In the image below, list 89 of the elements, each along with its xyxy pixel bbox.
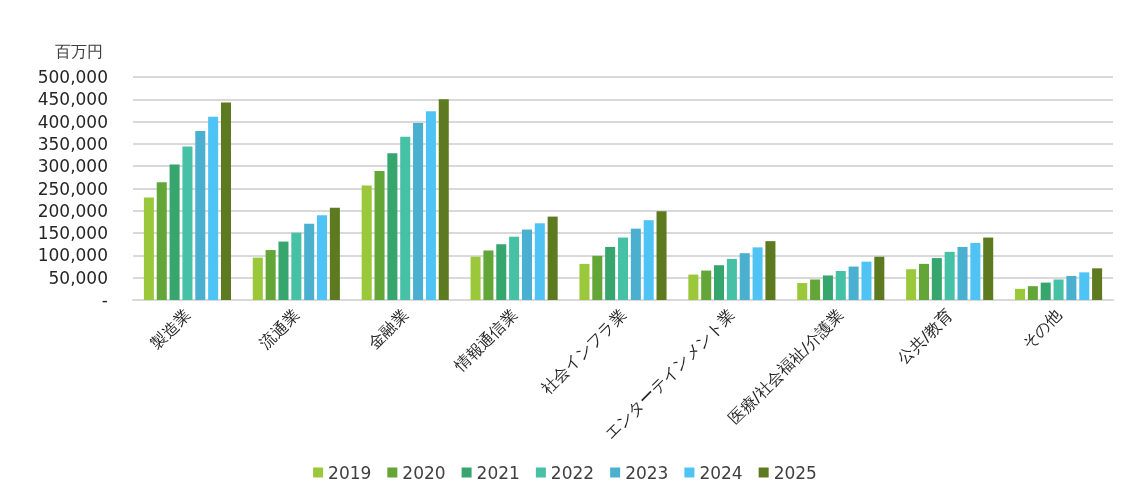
- bar: [605, 246, 616, 300]
- legend-label: 2025: [773, 462, 817, 483]
- bar: [400, 136, 411, 300]
- bar: [220, 102, 231, 300]
- bar: [413, 122, 424, 300]
- legend-label: 2024: [699, 462, 743, 483]
- bar: [438, 99, 449, 300]
- y-tick-label: 500,000: [37, 67, 108, 87]
- bar: [592, 255, 603, 300]
- bar: [874, 256, 885, 300]
- bar: [726, 258, 737, 300]
- bar: [944, 251, 955, 300]
- y-tick-label: 100,000: [37, 245, 108, 266]
- x-tick-label: 情報通信業: [450, 305, 521, 376]
- bar: [957, 246, 968, 300]
- bar: [752, 247, 763, 300]
- x-tick-label: 公共/教育: [893, 305, 957, 368]
- bar: [169, 164, 180, 300]
- bar: [714, 265, 725, 300]
- bar: [1040, 282, 1051, 300]
- bar: [361, 185, 372, 300]
- bar: [970, 242, 981, 300]
- bar: [643, 220, 654, 300]
- bar: [425, 111, 436, 300]
- bar: [483, 250, 494, 300]
- bar: [374, 171, 385, 300]
- bar: [252, 257, 263, 300]
- bar: [291, 232, 302, 300]
- bar: [822, 275, 833, 300]
- bar: [701, 270, 712, 300]
- legend-label: 2023: [625, 462, 669, 483]
- bar: [983, 237, 994, 300]
- bar: [797, 283, 808, 300]
- bar: [906, 269, 917, 300]
- x-tick-label: その他: [1017, 305, 1066, 353]
- y-tick-label: 300,000: [37, 156, 108, 177]
- y-tick-label: 350,000: [37, 133, 108, 154]
- bar: [931, 258, 942, 300]
- bar: [835, 271, 846, 300]
- bar: [1015, 288, 1026, 300]
- bar: [317, 215, 328, 300]
- bar: [547, 216, 558, 300]
- x-tick-label: 流通業: [255, 305, 304, 353]
- legend-label: 2020: [402, 462, 446, 483]
- x-tick-label: 社会インフラ業: [537, 305, 630, 398]
- bar: [810, 279, 821, 300]
- legend-label: 2022: [550, 462, 595, 483]
- y-tick-label: -: [101, 290, 108, 310]
- bar: [182, 146, 193, 300]
- bar: [918, 263, 929, 300]
- bar: [304, 223, 315, 300]
- y-tick-label: 450,000: [37, 89, 108, 110]
- y-tick-label: 200,000: [37, 200, 108, 221]
- x-tick-label: 製造業: [146, 305, 195, 353]
- y-tick-label: 50,000: [48, 267, 108, 288]
- bar: [470, 256, 481, 300]
- bar: [156, 182, 167, 300]
- y-tick-label: 150,000: [37, 223, 108, 244]
- bar: [521, 229, 532, 300]
- bar: [1092, 268, 1103, 300]
- bar: [278, 241, 289, 300]
- y-axis-title: 百万円: [55, 41, 103, 61]
- bar: [656, 211, 667, 300]
- bar: [329, 207, 340, 300]
- bar: [617, 237, 629, 300]
- bar: [765, 241, 776, 300]
- x-tick-label: 金融業: [364, 305, 412, 353]
- legend-label: 2019: [328, 462, 372, 483]
- y-tick-label: 250,000: [37, 178, 108, 199]
- bar: [848, 266, 859, 300]
- legend-label: 2021: [476, 462, 520, 483]
- bar: [496, 244, 507, 300]
- bar: [630, 228, 641, 300]
- bar: [143, 197, 154, 300]
- bar: [387, 153, 398, 300]
- bar: [1066, 275, 1077, 300]
- bar: [861, 261, 872, 300]
- bar: [534, 223, 545, 300]
- bar: [1053, 279, 1064, 300]
- bar: [265, 250, 276, 300]
- y-tick-label: 400,000: [37, 111, 108, 132]
- bar: [1027, 286, 1038, 300]
- bar: [1079, 272, 1090, 300]
- bar: [688, 274, 699, 300]
- bar: [509, 236, 520, 300]
- bar: [195, 130, 206, 300]
- bar: [579, 263, 590, 300]
- bar: [208, 116, 219, 300]
- bar: [739, 253, 750, 300]
